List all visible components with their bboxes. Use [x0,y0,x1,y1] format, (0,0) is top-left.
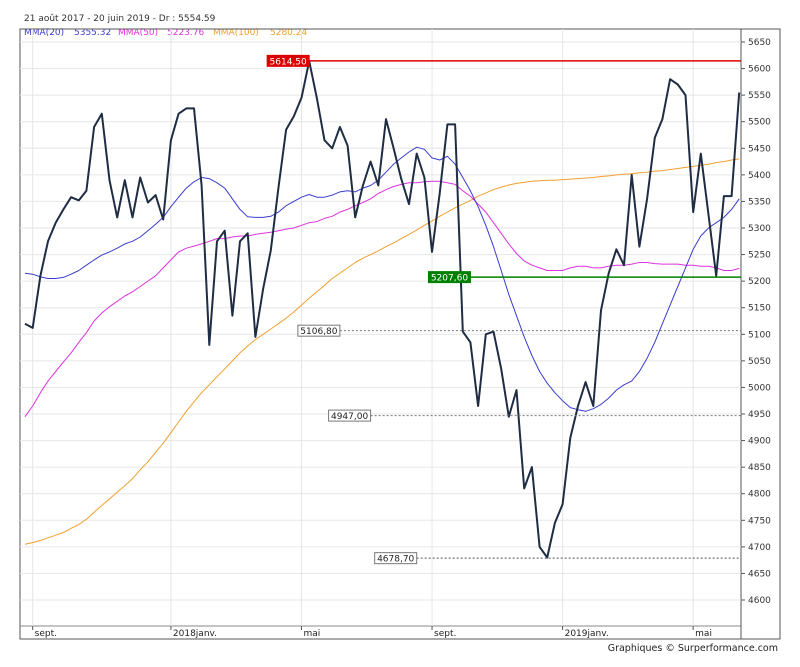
legend-mma20-label: MMA(20) [24,28,64,38]
y-tick-label: 4600 [748,596,771,606]
legend-mma50-label: MMA(50) [118,28,158,38]
level-label: 5207,60 [431,274,468,284]
x-tick-label: sept. [434,629,456,639]
level-label: 4678,70 [377,555,414,565]
y-tick-label: 4900 [748,437,771,447]
level-label-box [297,324,341,337]
y-axis-ticks: 4600 4650 4700 4750 4800 4850 4900 4950 5000 5050… [741,38,771,606]
legend-mma50-value: 5223.76 [167,28,204,38]
series-line-mma-50 [24,180,740,417]
chart-date-range: 21 août 2017 - 20 juin 2019 - Dr : 5554.… [24,14,216,24]
level-label-box [427,271,471,284]
level-annotation: 4947,00 [328,409,741,422]
y-tick-label: 5500 [748,118,771,128]
level-annotations: 5614,50 5207,60 5106,80 4947,00 4678,70 [266,54,741,565]
level-label-box [266,54,310,67]
series-line-mma-20 [24,146,740,412]
x-tick-label: 2018janv. [173,629,217,639]
y-tick-label: 5600 [748,65,771,75]
legend-mma20-value: 5355.32 [74,28,111,38]
y-tick-label: 5650 [748,38,771,48]
y-tick-label: 5050 [748,357,771,367]
x-tick-label: 2019janv. [565,629,609,639]
y-tick-label: 4950 [748,410,771,420]
chart-credit: Graphiques © Surperformance.com [608,643,778,654]
y-tick-label: 5450 [748,144,771,154]
level-label-box [328,409,372,422]
series-line-mma-100 [24,158,740,545]
x-tick-label: sept. [35,629,57,639]
level-annotation: 5106,80 [297,324,741,337]
legend-mma100-value: 5280.24 [270,28,307,38]
y-tick-label: 5300 [748,224,771,234]
x-axis-ticks: sept. 2018janv. mai sept. 2019janv. mai [32,626,712,639]
y-tick-label: 5550 [748,91,771,101]
y-tick-label: 5150 [748,304,771,314]
y-tick-label: 4650 [748,569,771,579]
level-annotation: 5207,60 [427,271,741,284]
level-annotation: 4678,70 [374,552,741,565]
level-label: 4947,00 [331,412,368,422]
legend-mma100-label: MMA(100) [213,28,259,38]
grid [20,29,741,626]
level-label: 5106,80 [300,327,337,337]
y-tick-label: 4800 [748,490,771,500]
y-tick-label: 5350 [748,197,771,207]
x-tick-label: mai [695,629,712,639]
y-tick-label: 4700 [748,543,771,553]
level-label-box [374,552,418,565]
y-tick-label: 5100 [748,330,771,340]
series-line-price [24,60,741,559]
y-tick-label: 5400 [748,171,771,181]
y-tick-label: 4850 [748,463,771,473]
y-tick-label: 4750 [748,516,771,526]
level-annotation: 5614,50 [266,54,741,67]
legend: MMA(20) 5355.32 MMA(50) 5223.76 MMA(100)… [24,28,307,38]
level-label: 5614,50 [270,57,307,67]
y-tick-label: 5000 [748,383,771,393]
y-tick-label: 5250 [748,251,771,261]
series-lines [24,60,741,559]
x-tick-label: mai [303,629,320,639]
y-tick-label: 5200 [748,277,771,287]
